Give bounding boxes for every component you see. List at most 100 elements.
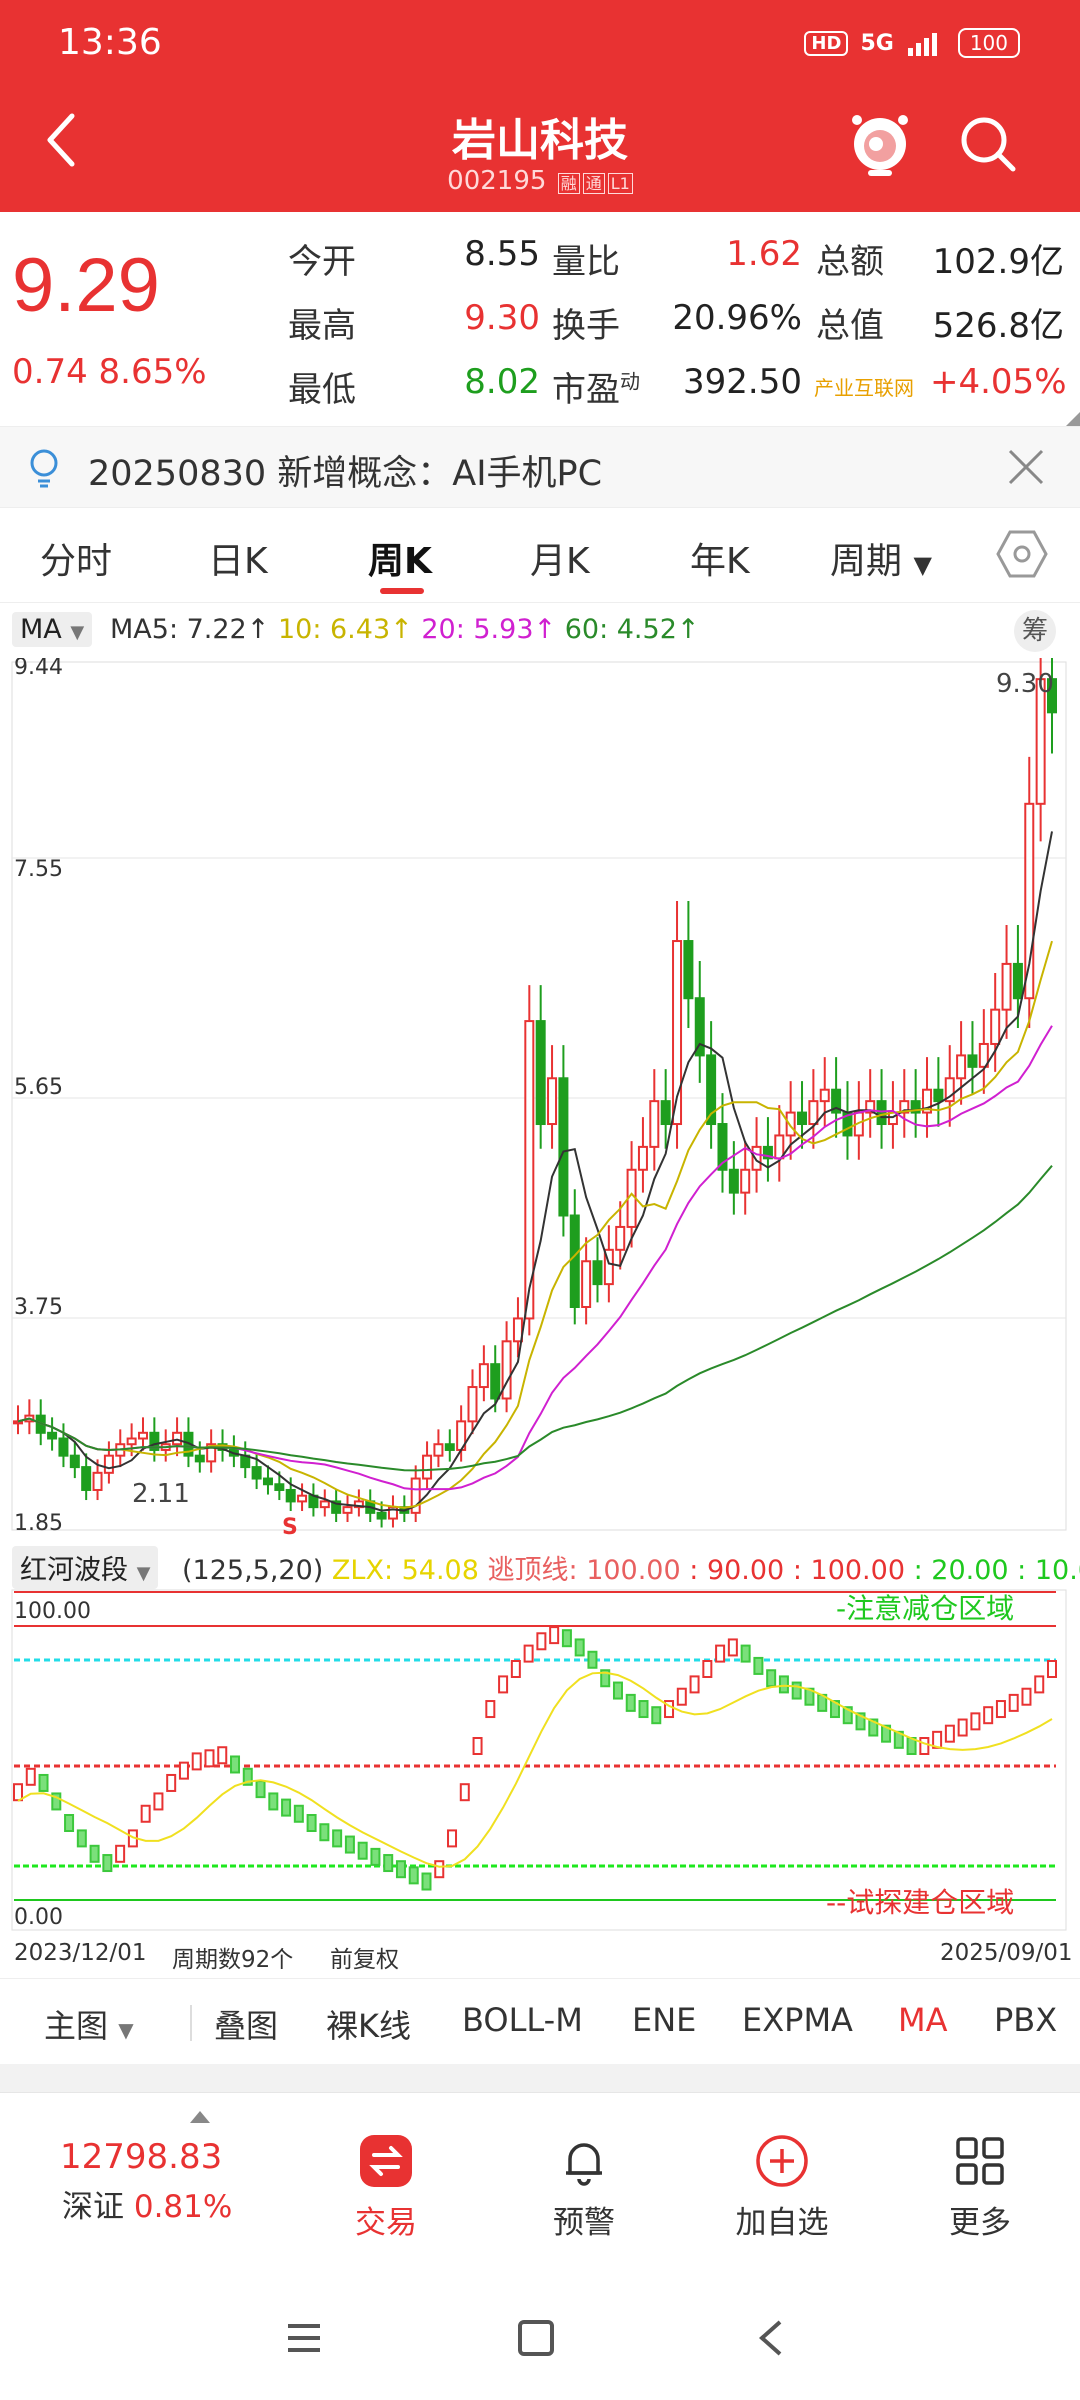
expand-up-icon[interactable] <box>190 2111 210 2123</box>
candle-body <box>717 1123 728 1171</box>
tab-yearly[interactable]: 年K <box>690 541 750 582</box>
indicator-bars-group <box>13 1626 1057 1891</box>
indicator-bar <box>868 1718 879 1737</box>
indicator-select[interactable]: 红河波段 ▼ <box>12 1546 159 1589</box>
candle-body <box>535 1020 546 1126</box>
close-icon[interactable] <box>1006 447 1046 487</box>
candle-body <box>478 1363 489 1389</box>
indicator-bar <box>523 1644 534 1663</box>
tab-period[interactable]: 周期 ▼ <box>830 541 932 582</box>
indicator-bar <box>344 1835 355 1854</box>
menu-icon[interactable] <box>284 2318 324 2358</box>
indicator-bar <box>51 1792 62 1811</box>
indicator-bar <box>306 1814 317 1832</box>
search-icon[interactable] <box>958 114 1018 174</box>
indicator-bar <box>102 1854 113 1873</box>
candle-body <box>990 1008 1001 1045</box>
indicator-bar <box>13 1783 23 1802</box>
indicator-bar <box>689 1675 700 1694</box>
assistant-robot-icon[interactable] <box>848 108 912 178</box>
industry-label[interactable]: 产业互联网 <box>814 376 914 400</box>
amount-value: 102.9亿 <box>932 242 1064 282</box>
indicator-bar <box>651 1706 662 1725</box>
candle-body <box>524 1020 535 1320</box>
tab-weekly[interactable]: 周K <box>368 541 432 582</box>
indicator-bar <box>919 1737 930 1755</box>
add-circle-icon <box>756 2135 808 2187</box>
signal-icon <box>907 33 937 56</box>
indicator-bar <box>510 1660 521 1678</box>
signal-s-marker: S <box>282 1515 298 1538</box>
nav-alert[interactable]: 预警 <box>514 2133 654 2242</box>
back-icon[interactable] <box>40 110 84 170</box>
expand-corner-icon[interactable] <box>1066 412 1080 426</box>
candle-body <box>69 1454 80 1469</box>
indicator-bar <box>1021 1687 1032 1706</box>
itab-pbx[interactable]: PBX <box>994 2001 1058 2039</box>
turnover-label: 换手 <box>552 306 620 346</box>
y-label-bottom: 1.85 <box>14 1511 63 1536</box>
tag-rong: 融 <box>557 173 580 194</box>
indicator-bar <box>881 1724 892 1743</box>
chip-distribution-button[interactable]: 筹 <box>1014 610 1056 652</box>
date-row: 2023/12/01 周期数92个 前复权 2025/09/01 <box>0 1936 1080 1976</box>
itab-bare-k[interactable]: 裸K线 <box>326 2007 411 2045</box>
indicator-bar <box>459 1783 470 1802</box>
candle-body <box>92 1471 103 1491</box>
nav-trade[interactable]: 交易 <box>316 2133 456 2242</box>
indicator-bar <box>612 1681 623 1700</box>
index-label[interactable]: 深证 0.81% <box>62 2189 233 2225</box>
indicator-chart[interactable]: 100.00 0.00 -注意减仓区域 --试探建仓区域 <box>0 1588 1080 1934</box>
tab-monthly[interactable]: 月K <box>530 541 590 582</box>
indicator-bar <box>957 1718 968 1737</box>
ma-values: MA5: 7.22↑ 10: 6.43↑ 20: 5.93↑ 60: 4.52↑ <box>110 614 700 645</box>
settings-hexagon-icon[interactable] <box>996 528 1048 580</box>
end-date: 2025/09/01 <box>940 1940 1073 1966</box>
index-value[interactable]: 12798.83 <box>60 2137 223 2177</box>
candle-body <box>376 1511 387 1520</box>
candle-body <box>297 1494 308 1503</box>
tab-daily[interactable]: 日K <box>208 541 268 582</box>
candle-body <box>831 1088 842 1114</box>
itab-expma[interactable]: EXPMA <box>742 2001 853 2039</box>
ma-select[interactable]: MA ▼ <box>12 612 93 647</box>
indicator-tabs: 主图 ▼ 叠图 裸K线 BOLL-M ENE EXPMA MA PBX <box>0 1978 1080 2066</box>
indicator-bar <box>281 1798 292 1817</box>
candle-body <box>865 1100 876 1114</box>
home-icon[interactable] <box>516 2318 556 2358</box>
candle-body <box>592 1260 603 1286</box>
concept-bar[interactable]: 20250830 新增概念：AI手机PC <box>0 426 1080 508</box>
ma5-value: MA5: 7.22↑ <box>110 614 270 645</box>
candle-body <box>103 1454 114 1474</box>
nav-more[interactable]: 更多 <box>910 2133 1050 2242</box>
indicator-bar <box>319 1823 330 1842</box>
indicator-bar <box>995 1700 1006 1719</box>
indicator-bar <box>472 1737 483 1755</box>
open-label: 今开 <box>288 242 356 282</box>
back-nav-icon[interactable] <box>752 2318 792 2358</box>
kline-chart[interactable]: 9.44 7.55 5.65 3.75 1.85 9.30 2.11 S <box>0 658 1080 1538</box>
ind-v2: : 100.00 <box>792 1555 905 1586</box>
indicator-bar <box>191 1752 202 1771</box>
ma10-line <box>17 940 1053 1509</box>
candle-body <box>81 1466 92 1491</box>
itab-ma[interactable]: MA <box>898 2001 948 2039</box>
itab-overlay[interactable]: 叠图 <box>214 2007 279 2045</box>
tab-intraday[interactable]: 分时 <box>40 541 113 582</box>
adjust-mode[interactable]: 前复权 <box>330 1947 399 1973</box>
candle-body <box>490 1363 501 1400</box>
itab-boll[interactable]: BOLL-M <box>462 2001 583 2039</box>
nav-add-watch[interactable]: 加自选 <box>712 2133 852 2242</box>
indicator-bar <box>1047 1660 1057 1678</box>
ma20-line <box>17 1025 1053 1491</box>
high-label: 最高 <box>288 306 356 346</box>
candle-body <box>558 1077 569 1217</box>
itab-ene[interactable]: ENE <box>632 2001 697 2039</box>
candle-body <box>569 1214 580 1308</box>
indicator-bar <box>166 1773 177 1792</box>
candle-body <box>694 997 705 1057</box>
nav-more-label: 更多 <box>949 2205 1011 2241</box>
itab-main[interactable]: 主图 ▼ <box>44 2007 134 2045</box>
stock-code: 002195 <box>447 166 547 196</box>
candle-body <box>137 1431 148 1440</box>
